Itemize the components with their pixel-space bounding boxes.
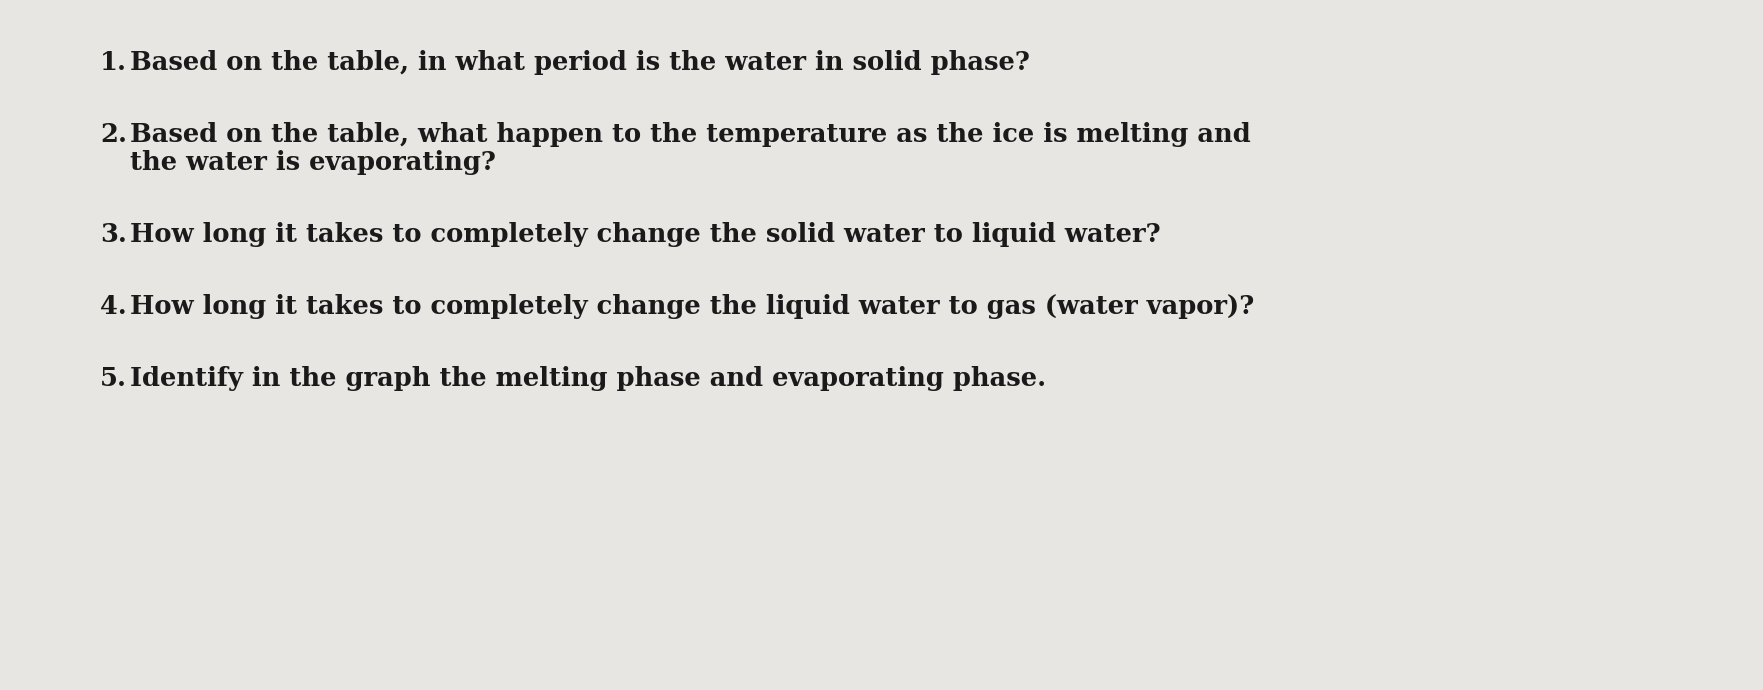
Text: 3.: 3.: [100, 222, 127, 247]
Text: Based on the table, what happen to the temperature as the ice is melting and: Based on the table, what happen to the t…: [130, 122, 1250, 147]
Text: 5.: 5.: [100, 366, 127, 391]
Text: the water is evaporating?: the water is evaporating?: [130, 150, 495, 175]
Text: How long it takes to completely change the solid water to liquid water?: How long it takes to completely change t…: [130, 222, 1160, 247]
Text: 2.: 2.: [100, 122, 127, 147]
Text: Identify in the graph the melting phase and evaporating phase.: Identify in the graph the melting phase …: [130, 366, 1045, 391]
Text: How long it takes to completely change the liquid water to gas (water vapor)?: How long it takes to completely change t…: [130, 294, 1253, 319]
Text: Based on the table, in what period is the water in solid phase?: Based on the table, in what period is th…: [130, 50, 1030, 75]
Text: 1.: 1.: [100, 50, 127, 75]
Text: 4.: 4.: [100, 294, 127, 319]
